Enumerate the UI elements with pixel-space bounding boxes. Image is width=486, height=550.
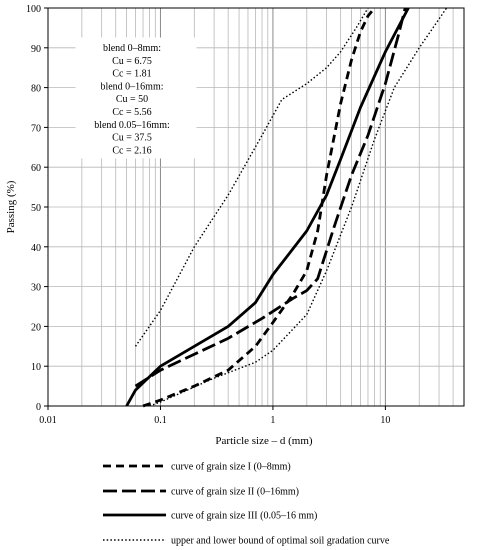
y-tick-label: 90 bbox=[31, 44, 41, 55]
x-tick-label: 0.1 bbox=[154, 415, 167, 426]
y-tick-label: 0 bbox=[36, 402, 41, 413]
annotation-value: Cc = 1.81 bbox=[112, 69, 151, 80]
legend-label-1: curve of grain size I (0–8mm) bbox=[171, 462, 291, 473]
y-tick-label: 30 bbox=[31, 283, 41, 294]
axes: 0 10 20 30 40 50 60 70 80 90 100 0.01 0.1 1 10 bbox=[26, 4, 465, 426]
x-axis-label: Particle size – d (mm) bbox=[215, 435, 312, 447]
x-tick-label: 10 bbox=[380, 415, 390, 426]
y-tick-label: 10 bbox=[31, 362, 41, 373]
annotation-value: Cu = 6.75 bbox=[112, 56, 152, 67]
annotation-value: Cc = 5.56 bbox=[112, 107, 151, 118]
series-line-2 bbox=[134, 7, 407, 388]
x-tick-label: 1 bbox=[270, 415, 275, 426]
legend: curve of grain size I (0–8mm) curve of gr… bbox=[103, 462, 390, 547]
annotation-heading: blend 0.05–16mm: bbox=[94, 120, 170, 131]
series-group bbox=[125, 7, 448, 408]
y-tick-label: 20 bbox=[31, 322, 41, 333]
y-tick-label: 50 bbox=[31, 203, 41, 214]
legend-label-3: curve of grain size III (0.05–16 mm) bbox=[171, 511, 317, 522]
series-line-3 bbox=[125, 7, 410, 407]
y-tick-label: 60 bbox=[31, 163, 41, 174]
series-line-1 bbox=[142, 7, 376, 408]
legend-label-4: upper and lower bound of optimal soil gr… bbox=[171, 536, 390, 547]
annotation-heading: blend 0–16mm: bbox=[100, 81, 163, 92]
y-axis-label: Passing (%) bbox=[5, 180, 17, 233]
y-tick-label: 70 bbox=[31, 123, 41, 134]
annotation-background bbox=[75, 37, 197, 159]
annotation-heading: blend 0–8mm: bbox=[103, 43, 161, 54]
series-line-5-lower bbox=[149, 7, 448, 407]
legend-label-2: curve of grain size II (0–16mm) bbox=[171, 487, 299, 498]
y-tick-label: 100 bbox=[26, 4, 41, 15]
x-tick-label: 0.01 bbox=[39, 415, 57, 426]
annotation-value: Cu = 37.5 bbox=[112, 133, 152, 144]
annotation-value: Cu = 50 bbox=[116, 94, 148, 105]
y-tick-label: 40 bbox=[31, 243, 41, 254]
annotation-value: Cc = 2.16 bbox=[112, 145, 151, 156]
y-tick-label: 80 bbox=[31, 84, 41, 95]
